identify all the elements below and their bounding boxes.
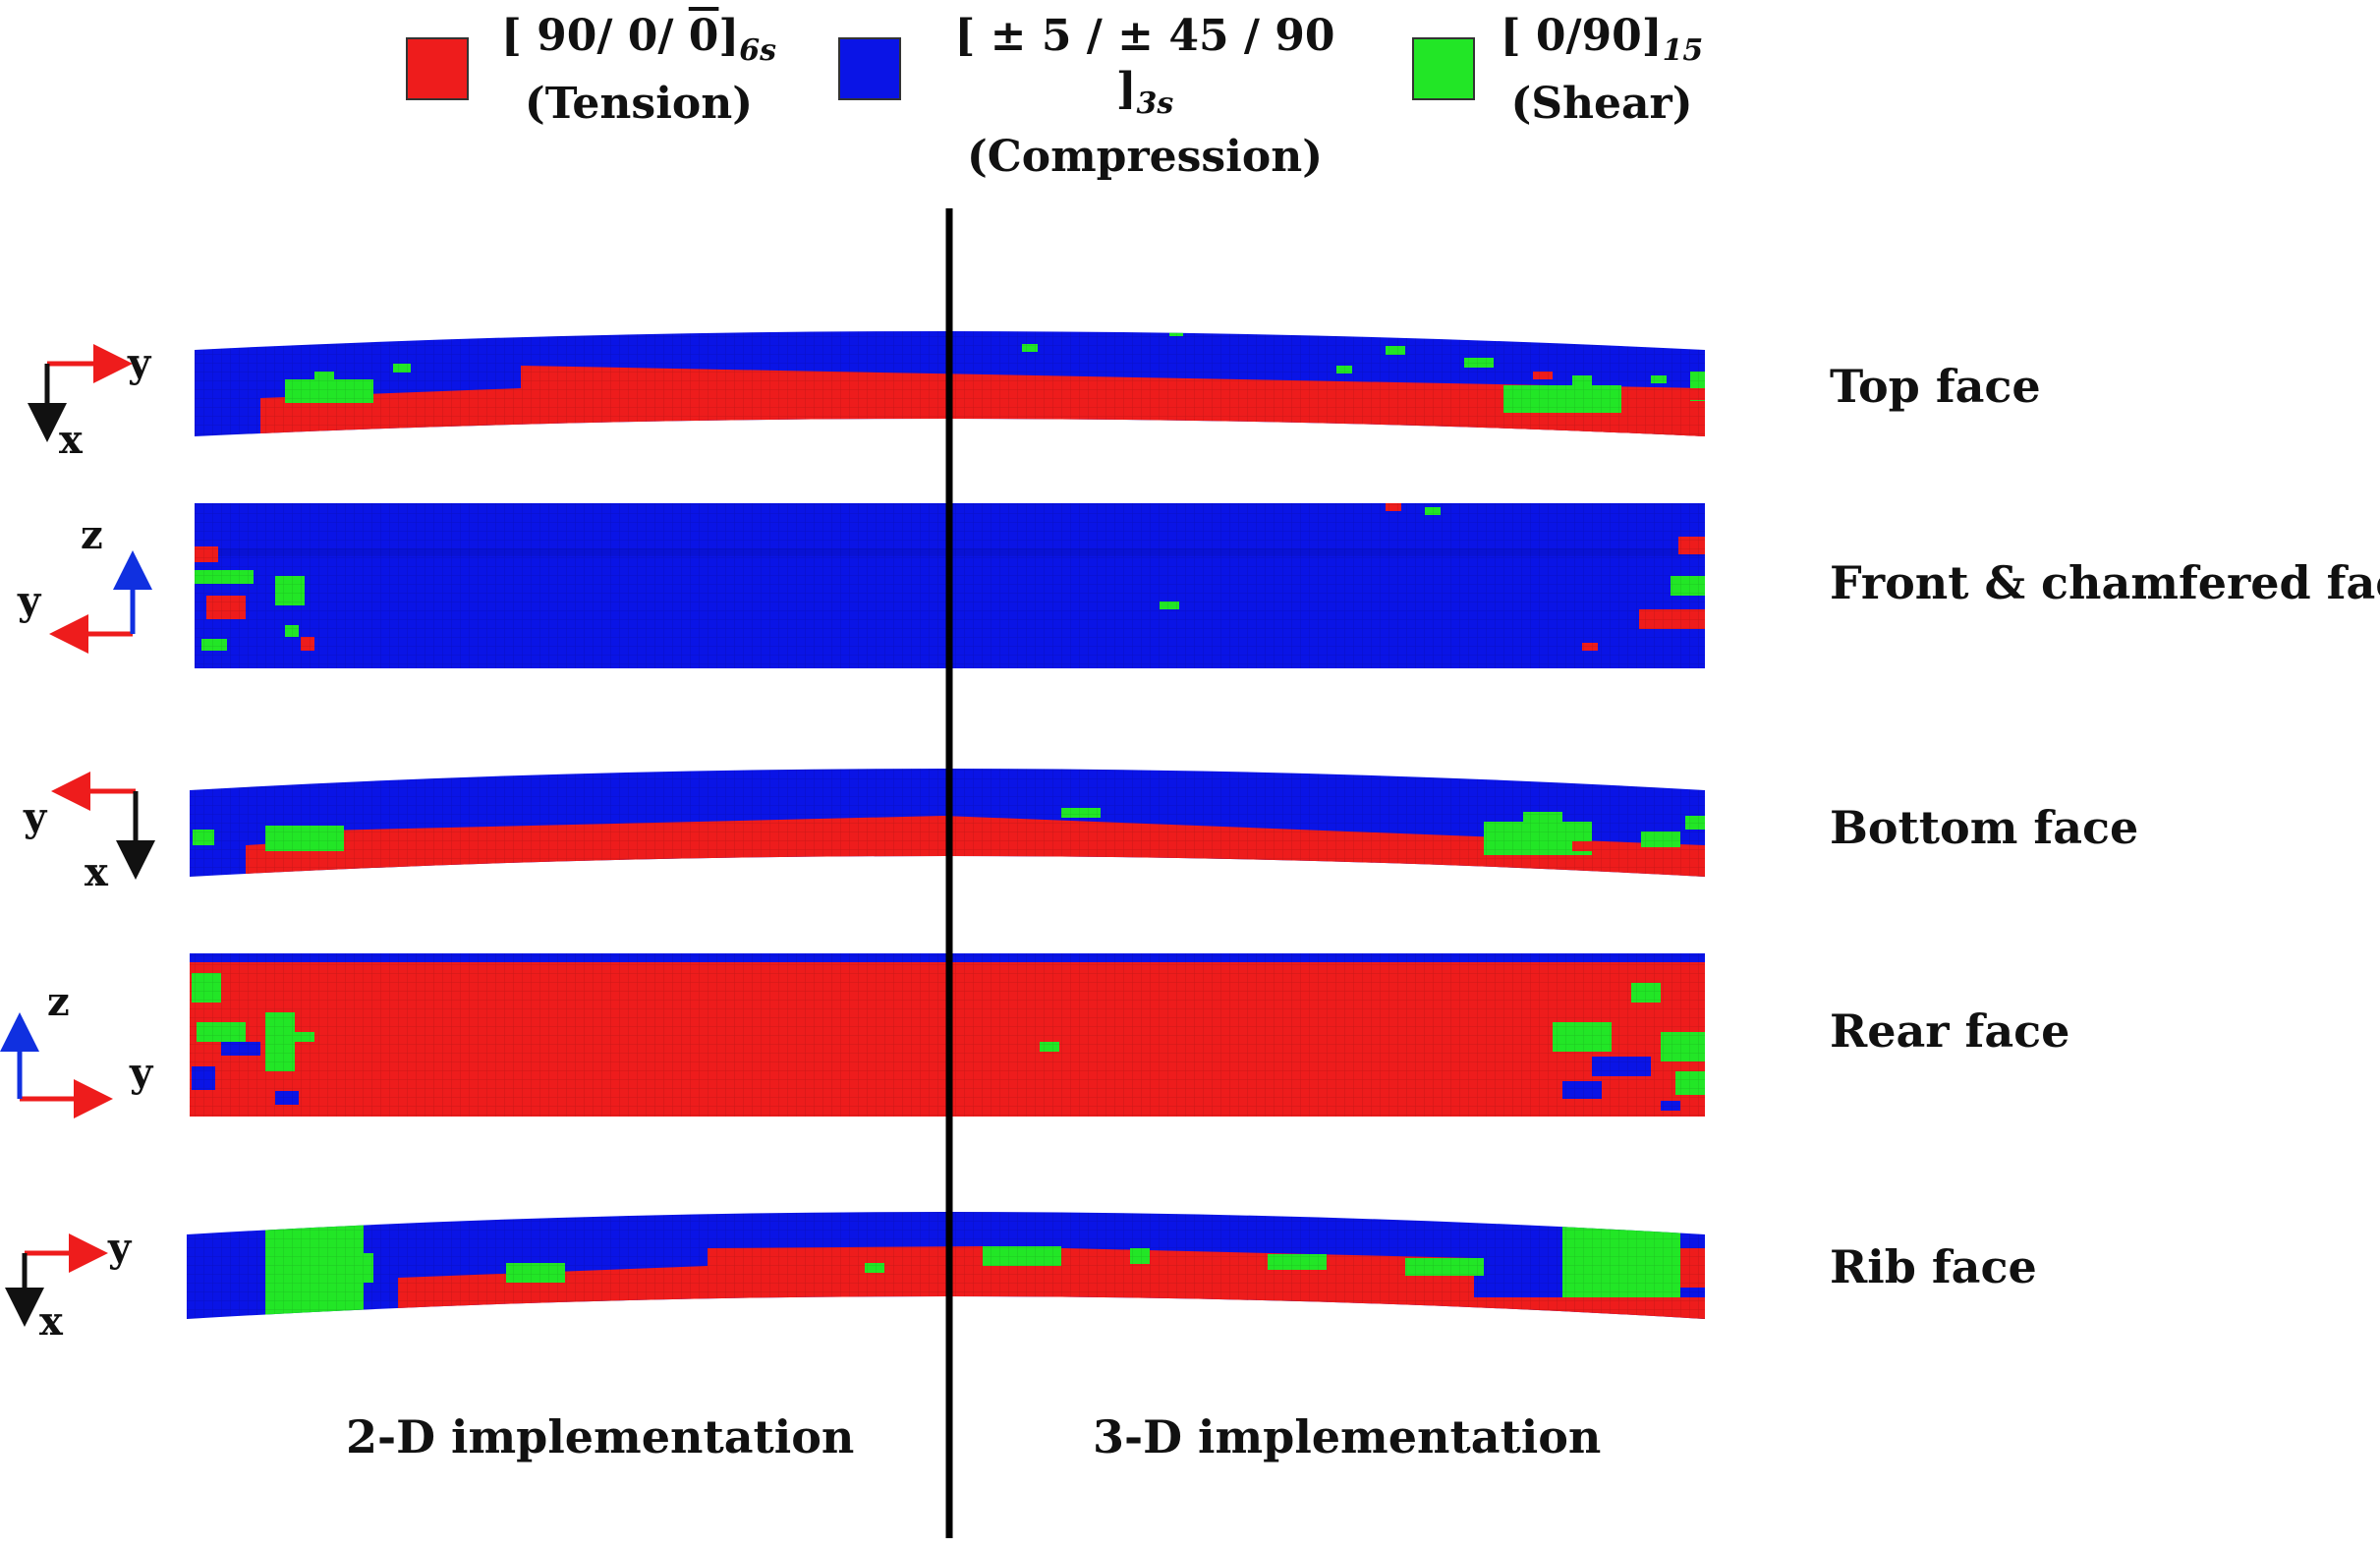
legend-text-compression: [ ± 5 / ± 45 / 90 ]3s (Compression) (954, 11, 1335, 182)
face-label-rear: Rear face (1830, 1004, 2070, 1058)
face-label-rib: Rib face (1830, 1240, 2037, 1293)
axes-bottom-face (51, 772, 155, 880)
face-label-front: Front & chamfered face (1830, 556, 2380, 609)
axis-label-front-z: z (81, 512, 103, 558)
bottom-face-panel (190, 769, 1705, 877)
axis-label-bottom-x: x (85, 849, 108, 895)
axes-rib-face (5, 1233, 108, 1327)
axis-label-bottom-y: y (24, 794, 47, 840)
axes-top-face (28, 344, 133, 442)
axes-front-face (49, 550, 152, 654)
axis-label-rib-y: y (108, 1225, 132, 1271)
legend-swatch-compression (838, 37, 901, 100)
axis-label-rear-z: z (47, 979, 70, 1025)
legend-text-tension: [ 90/ 0/ 0]6s (Tension) (501, 11, 776, 129)
axis-label-top-x: x (59, 417, 83, 463)
top-face-panel (195, 331, 1705, 436)
axes-rear-face (0, 1012, 113, 1118)
legend-swatch-tension (406, 37, 469, 100)
face-label-top: Top face (1830, 360, 2041, 413)
column-label-3d: 3-D implementation (1093, 1410, 1602, 1463)
legend-text-shear: [ 0/90]15 (Shear) (1500, 11, 1704, 129)
axis-label-rib-x: x (39, 1298, 63, 1345)
column-label-2d: 2-D implementation (346, 1410, 855, 1463)
face-label-bottom: Bottom face (1830, 801, 2139, 854)
legend-swatch-shear (1412, 37, 1475, 100)
axis-label-front-y: y (18, 578, 41, 624)
axis-label-rear-y: y (130, 1050, 153, 1096)
axis-label-top-y: y (128, 340, 151, 386)
